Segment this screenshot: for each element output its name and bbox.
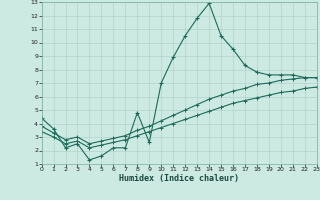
- X-axis label: Humidex (Indice chaleur): Humidex (Indice chaleur): [119, 174, 239, 183]
